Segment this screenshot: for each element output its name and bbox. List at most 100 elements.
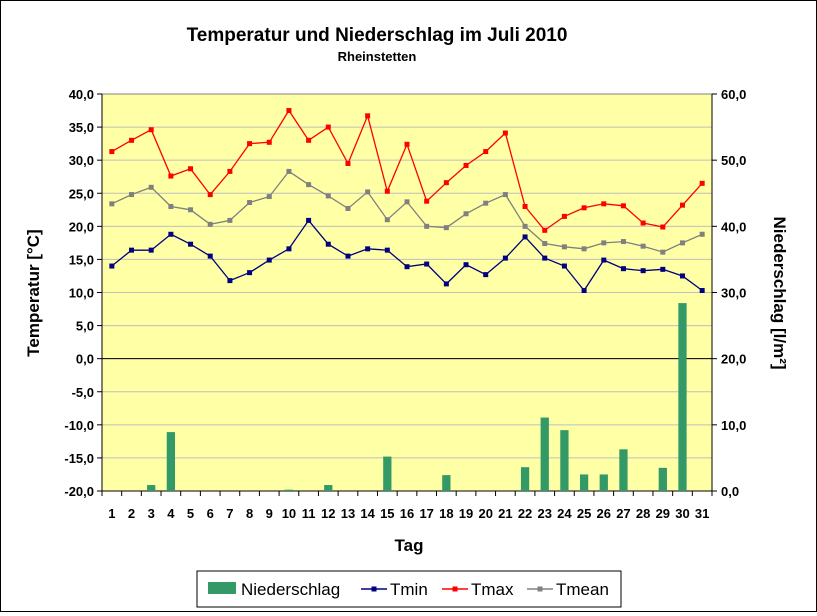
x-tick-label: 20 <box>478 506 492 521</box>
bar-niederschlag-day-3 <box>147 485 156 491</box>
marker-tmean-day-23 <box>542 241 548 247</box>
x-tick-label: 23 <box>538 506 552 521</box>
y-tick-label-right: 10,0 <box>721 418 746 433</box>
bar-niederschlag-day-18 <box>442 475 451 491</box>
x-tick-label: 2 <box>128 506 135 521</box>
bar-niederschlag-day-29 <box>658 467 667 491</box>
marker-tmean-day-30 <box>679 240 685 246</box>
plot-area: 40,035,030,025,020,015,010,05,00,0-5,0-1… <box>64 87 746 521</box>
marker-tmax-day-7 <box>227 168 233 174</box>
y-tick-label-left: 10,0 <box>69 286 94 301</box>
marker-tmax-day-30 <box>679 202 685 208</box>
marker-tmean-day-24 <box>561 244 567 250</box>
marker-tmin-day-24 <box>561 263 567 269</box>
marker-tmean-day-17 <box>424 223 430 229</box>
marker-tmax-day-19 <box>463 162 469 168</box>
x-tick-label: 3 <box>148 506 155 521</box>
bar-niederschlag-day-4 <box>166 432 176 491</box>
marker-tmax-day-1 <box>109 149 115 155</box>
y-tick-label-left: 5,0 <box>76 319 94 334</box>
legend-item-niederschlag: Niederschlag <box>208 580 340 599</box>
marker-tmin-day-16 <box>404 264 410 270</box>
bar-niederschlag-day-10 <box>284 489 294 491</box>
marker-tmax-day-26 <box>601 201 607 207</box>
marker-tmean-day-14 <box>365 189 371 195</box>
x-tick-label: 28 <box>636 506 650 521</box>
marker-tmin-day-4 <box>168 231 174 237</box>
y-tick-label-left: -5,0 <box>72 385 94 400</box>
x-tick-label: 4 <box>167 506 175 521</box>
x-tick-label: 22 <box>518 506 532 521</box>
x-tick-label: 12 <box>321 506 335 521</box>
marker-tmin-day-20 <box>483 272 489 278</box>
bar-niederschlag-day-12 <box>324 485 333 491</box>
marker-tmin-day-6 <box>207 253 213 259</box>
marker-tmin-day-9 <box>266 257 272 263</box>
x-tick-label: 9 <box>266 506 273 521</box>
marker-tmin-day-26 <box>601 257 607 263</box>
marker-tmean-day-3 <box>148 184 154 190</box>
marker-tmin-day-25 <box>581 288 587 294</box>
legend-label-tmin: Tmin <box>390 580 428 599</box>
marker-tmax-day-27 <box>620 203 626 209</box>
x-tick-label: 18 <box>439 506 453 521</box>
y-tick-label-right: 20,0 <box>721 352 746 367</box>
x-tick-label: 21 <box>498 506 512 521</box>
marker-tmean-day-21 <box>502 192 508 198</box>
marker-tmax-day-20 <box>483 149 489 155</box>
x-tick-label: 31 <box>695 506 709 521</box>
x-tick-label: 26 <box>597 506 611 521</box>
bar-niederschlag-day-26 <box>599 474 608 491</box>
legend-swatch-niederschlag <box>208 582 236 594</box>
legend-item-tmean: Tmean <box>527 580 609 599</box>
marker-tmax-day-23 <box>542 227 548 233</box>
x-tick-label: 15 <box>380 506 394 521</box>
marker-tmax-day-2 <box>129 137 135 143</box>
x-tick-label: 5 <box>187 506 194 521</box>
y-tick-label-right: 0,0 <box>721 484 739 499</box>
x-tick-label: 17 <box>419 506 433 521</box>
bar-niederschlag-day-27 <box>619 449 628 491</box>
marker-tmean-day-29 <box>660 249 666 255</box>
x-tick-label: 13 <box>341 506 355 521</box>
y-tick-label-left: 15,0 <box>69 252 94 267</box>
marker-tmin-day-21 <box>502 255 508 261</box>
x-tick-label: 19 <box>459 506 473 521</box>
marker-tmin-day-13 <box>345 253 351 259</box>
x-tick-label: 30 <box>675 506 689 521</box>
y-tick-label-left: -10,0 <box>64 418 94 433</box>
marker-tmax-day-21 <box>502 130 508 136</box>
marker-tmin-day-15 <box>384 247 390 253</box>
marker-tmean-day-1 <box>109 201 115 207</box>
marker-tmean-day-31 <box>699 231 705 237</box>
marker-tmin-day-12 <box>325 241 331 247</box>
marker-tmin-day-30 <box>679 273 685 279</box>
x-tick-label: 7 <box>226 506 233 521</box>
marker-tmax-day-22 <box>522 203 528 209</box>
marker-tmax-day-29 <box>660 224 666 230</box>
marker-tmin-day-28 <box>640 268 646 274</box>
marker-tmin-day-7 <box>227 278 233 284</box>
marker-tmin-day-3 <box>148 247 154 253</box>
marker-tmax-day-13 <box>345 160 351 166</box>
marker-tmean-day-13 <box>345 205 351 211</box>
legend-marker-tmin <box>371 586 377 592</box>
marker-tmin-day-11 <box>306 217 312 223</box>
bar-niederschlag-day-30 <box>678 303 687 491</box>
x-tick-label: 10 <box>282 506 296 521</box>
legend-label-niederschlag: Niederschlag <box>241 580 340 599</box>
marker-tmean-day-9 <box>266 194 272 200</box>
marker-tmax-day-24 <box>561 213 567 219</box>
bar-niederschlag-day-25 <box>579 474 589 491</box>
marker-tmean-day-28 <box>640 243 646 249</box>
marker-tmean-day-10 <box>286 168 292 174</box>
y-tick-label-left: 35,0 <box>69 120 94 135</box>
y-tick-label-left: 30,0 <box>69 153 94 168</box>
marker-tmax-day-3 <box>148 127 154 133</box>
marker-tmin-day-23 <box>542 255 548 261</box>
marker-tmean-day-26 <box>601 240 607 246</box>
marker-tmin-day-18 <box>443 281 449 287</box>
marker-tmax-day-15 <box>384 188 390 194</box>
